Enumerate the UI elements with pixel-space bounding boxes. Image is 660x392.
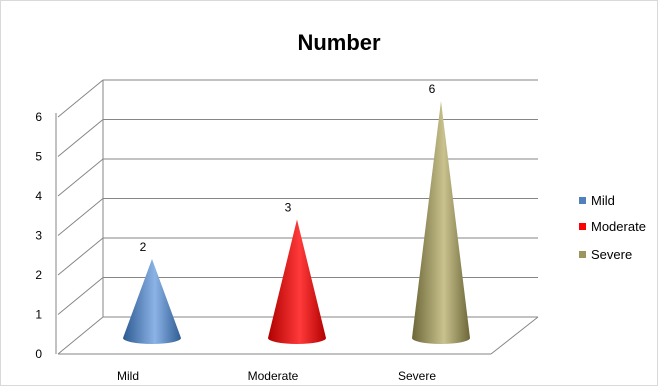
wall-gridline [57,237,104,276]
x-tick-label-severe: Severe [398,369,436,383]
legend-label-moderate: Moderate [591,219,646,234]
legend: Mild Moderate Severe [579,193,646,262]
wall-gridline [57,79,104,118]
cone-severe [412,101,470,344]
wall-gridline [57,316,104,355]
floor-right-edge [490,316,539,355]
legend-swatch-mild [579,197,586,204]
y-tick-label: 6 [35,110,42,124]
cone-body-moderate [268,219,326,344]
x-tick-label-moderate: Moderate [248,369,299,383]
y-tick-label: 4 [35,189,42,203]
legend-label-mild: Mild [591,193,615,208]
y-tick-label: 1 [35,308,42,322]
y-tick-label: 3 [35,229,42,243]
cone-body-mild [123,259,181,344]
data-labels: 2 3 6 [140,82,436,254]
wall-gridline [57,198,104,236]
y-tick-label: 2 [35,268,42,282]
plot-area [55,79,539,355]
chart-title: Number [297,30,381,55]
cone-moderate [268,219,326,344]
wall-gridline [57,158,104,197]
wall-gridline [57,277,104,315]
legend-label-severe: Severe [591,247,632,262]
y-tick-label: 5 [35,150,42,164]
data-label-mild: 2 [140,240,147,254]
data-label-moderate: 3 [285,201,292,215]
cone-series [123,101,470,344]
y-tick-label: 0 [35,347,42,361]
legend-swatch-moderate [579,223,586,230]
cone-body-severe [412,101,470,344]
x-tick-label-mild: Mild [117,369,139,383]
value-axis: 0 1 2 3 4 5 6 [35,110,42,361]
data-label-severe: 6 [429,82,436,96]
wall-gridline [57,119,104,157]
cone-mild [123,259,181,344]
legend-swatch-severe [579,251,586,258]
category-axis: Mild Moderate Severe [117,369,436,383]
